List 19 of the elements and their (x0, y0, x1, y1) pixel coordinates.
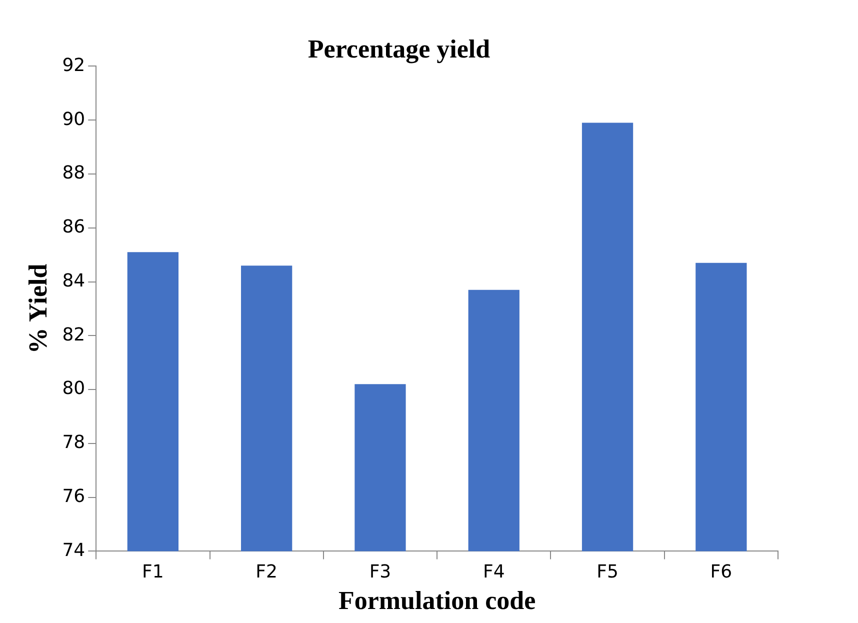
x-tick-label: F1 (142, 562, 164, 583)
y-tick-label: 74 (62, 540, 86, 561)
y-tick-label: 78 (62, 432, 86, 454)
y-tick-label: 92 (62, 54, 86, 76)
x-tick-label: F5 (596, 562, 618, 583)
y-tick-label: 86 (62, 216, 86, 238)
y-tick-label: 88 (62, 162, 86, 184)
y-tick-label: 80 (62, 378, 86, 400)
y-tick-label: 82 (62, 324, 86, 346)
x-tick-label: F4 (482, 562, 505, 583)
chart-title: Percentage yield (308, 34, 491, 64)
y-tick-label: 90 (62, 108, 86, 130)
x-tick-label: F6 (710, 562, 732, 583)
x-tick-label: F3 (369, 562, 392, 583)
x-axis-title: Formulation code (338, 586, 536, 616)
y-axis-title: % Yield (23, 263, 52, 354)
y-tick-label: 76 (62, 486, 86, 507)
y-tick-label: 84 (62, 270, 86, 292)
x-tick-label: F2 (256, 562, 278, 583)
